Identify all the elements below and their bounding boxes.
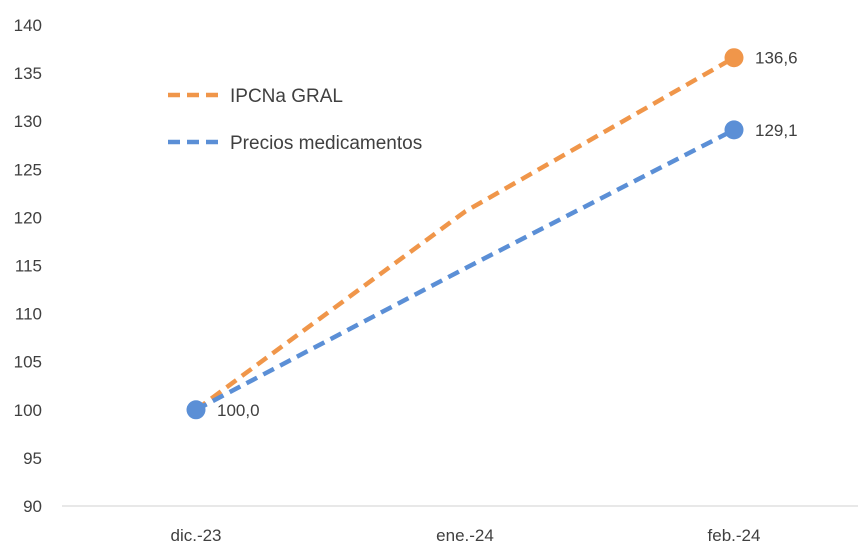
y-tick-label: 105 — [14, 353, 42, 372]
x-tick-label: ene.-24 — [436, 526, 494, 542]
x-tick-label: dic.-23 — [170, 526, 221, 542]
data-point — [186, 400, 206, 420]
series-line-ipcna-gral — [194, 55, 736, 412]
y-tick-label: 100 — [14, 401, 42, 420]
x-tick-label: feb.-24 — [708, 526, 761, 542]
y-tick-label: 140 — [14, 16, 42, 35]
data-labels: 136,6 100,0 129,1 — [217, 49, 798, 420]
data-point — [724, 48, 744, 68]
series-points — [186, 48, 744, 420]
x-axis-ticks: dic.-23 ene.-24 feb.-24 — [170, 526, 760, 542]
y-tick-label: 130 — [14, 112, 42, 131]
data-point — [724, 120, 744, 140]
data-label: 129,1 — [755, 121, 798, 140]
legend-label-ipcna-gral: IPCNa GRAL — [230, 86, 343, 107]
y-tick-label: 120 — [14, 208, 42, 227]
y-tick-label: 95 — [23, 449, 42, 468]
series-line-precios-medicamentos — [194, 127, 736, 412]
y-tick-label: 115 — [15, 257, 42, 276]
y-tick-label: 110 — [15, 305, 42, 324]
y-axis-ticks: 90 95 100 105 110 115 120 125 130 135 140 — [14, 16, 42, 516]
y-tick-label: 135 — [14, 64, 42, 83]
y-tick-label: 125 — [14, 160, 42, 179]
series-lines — [194, 55, 736, 412]
legend-label-precios-medicamentos: Precios medicamentos — [230, 133, 422, 154]
legend: IPCNa GRAL Precios medicamentos — [168, 86, 422, 154]
data-label: 100,0 — [217, 401, 260, 420]
y-tick-label: 90 — [23, 497, 42, 516]
data-label: 136,6 — [755, 49, 798, 68]
